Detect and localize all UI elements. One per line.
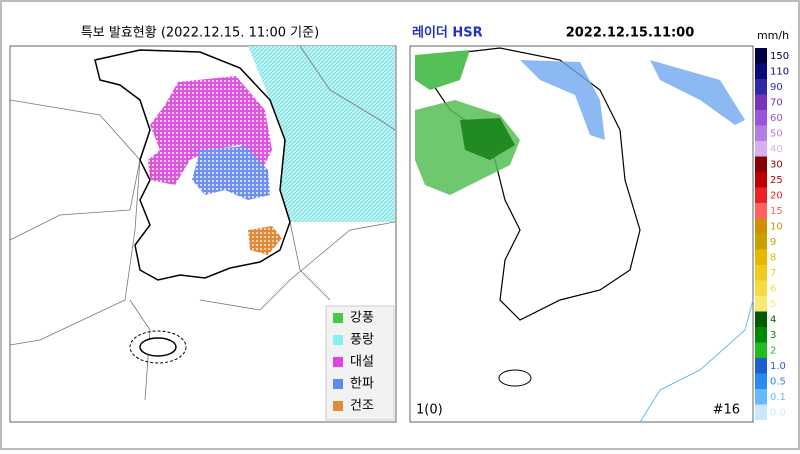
legend-label: 한파 [350,377,374,392]
legend-label: 건조 [350,399,374,414]
legend-swatch [333,379,343,389]
color-scale: 150 110 90 70 60 50 40 30 25 20 15 10 9 8 7 6 5 4 3 2 1.0 0.5… [755,48,789,420]
scale-swatch [755,172,767,188]
scale-label: 90 [770,82,783,93]
scale-label: 6 [770,283,776,294]
scale-label: 30 [770,159,783,170]
sea-lines [9,45,396,401]
scale-swatch [755,48,767,64]
echo-east [520,60,605,140]
scale-swatch [755,373,767,389]
range-ring [639,299,754,423]
scale-swatch [755,296,767,312]
scale-label: 0.1 [770,392,786,403]
scale-swatch [755,249,767,265]
scale-label: 20 [770,190,783,201]
scale-swatch [755,156,767,172]
legend-label: 강풍 [350,311,374,326]
scale-swatch [755,141,767,157]
legend-label: 대설 [350,355,374,370]
dry-area [248,226,282,255]
scale-label: 0.5 [770,376,786,387]
scale-label: 70 [770,97,783,108]
scale-swatch [755,125,767,141]
legend-swatch [333,401,343,411]
unit: mm/h [757,29,789,42]
radar-panel: 레이더 HSR 2022.12.15.11:00 mm/h 1(0) #16 1… [409,25,789,423]
scale-swatch [755,265,767,281]
scale-label: 7 [770,268,776,279]
scale-label: 8 [770,252,776,263]
scale-label: 3 [770,330,776,341]
scale-swatch [755,79,767,95]
scale-label: 60 [770,113,783,124]
radar-time: 2022.12.15.11:00 [566,26,695,41]
scale-swatch [755,94,767,110]
scale-swatch [755,404,767,420]
scale-swatch [755,234,767,250]
scale-label: 2 [770,345,776,356]
scale-label: 4 [770,314,776,325]
sea-zone [248,46,395,222]
scale-label: 9 [770,237,776,248]
scale-label: 0.0 [770,407,786,418]
scale-swatch [755,63,767,79]
scale-swatch [755,327,767,343]
scale-label: 10 [770,221,783,232]
warning-panel: 특보 발효현황 (2022.12.15. 11:00 기준) 강풍풍랑대설한파건… [9,26,397,423]
scale-label: 50 [770,128,783,139]
panel-title: 특보 발효현황 (2022.12.15. 11:00 기준) [81,26,319,41]
scale-swatch [755,358,767,374]
radar-jeju [498,369,532,387]
legend-swatch [333,335,343,345]
heavy-snow-area [148,76,272,185]
echo-core [460,118,515,160]
scale-swatch [755,389,767,405]
scale-label: 5 [770,299,776,310]
legend-swatch [333,357,343,367]
legend-swatch [333,313,343,323]
cold-wave-area [192,146,270,200]
scale-label: 40 [770,144,783,155]
echo-north [415,50,470,90]
scale-swatch [755,311,767,327]
scale-swatch [755,342,767,358]
echo-sea [650,60,745,125]
scale-swatch [755,187,767,203]
scale-swatch [755,203,767,219]
footer-left: 1(0) [416,403,443,418]
jeju-zone [129,330,187,364]
radar-title: 레이더 HSR [412,25,483,41]
scale-label: 150 [770,51,789,62]
scale-label: 15 [770,206,783,217]
jeju [139,337,177,357]
scale-swatch [755,280,767,296]
scale-label: 25 [770,175,783,186]
scale-label: 1.0 [770,361,786,372]
legend-label: 풍랑 [350,333,374,348]
scale-swatch [755,110,767,126]
scale-swatch [755,218,767,234]
footer-right: #16 [713,403,740,418]
scale-label: 110 [770,66,789,77]
